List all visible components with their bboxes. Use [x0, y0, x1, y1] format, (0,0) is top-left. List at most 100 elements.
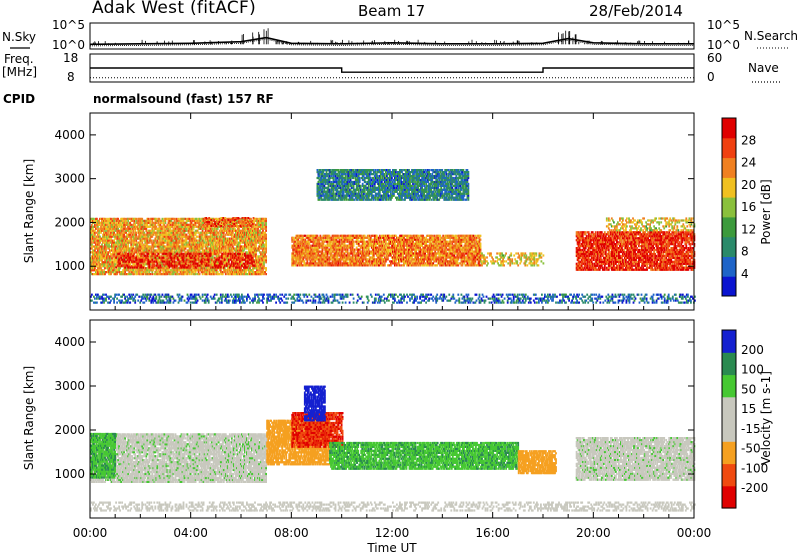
- scatter-cell: [304, 248, 307, 251]
- scatter-cell: [201, 263, 204, 266]
- scatter-cell: [237, 227, 239, 230]
- scatter-cell: [322, 244, 325, 247]
- scatter-cell: [233, 218, 236, 222]
- scatter-cell: [115, 271, 117, 274]
- scatter-cell: [169, 252, 172, 255]
- scatter-cell: [219, 249, 222, 252]
- scatter-cell: [311, 260, 314, 263]
- scatter-cell: [130, 241, 133, 244]
- scatter-cell: [124, 271, 126, 274]
- scatter-cell: [139, 245, 142, 248]
- scatter-cell: [115, 225, 117, 228]
- scatter-cell: [259, 273, 261, 276]
- scatter-cell: [215, 233, 218, 236]
- scatter-cell: [194, 262, 197, 265]
- scatter-cell: [90, 271, 92, 274]
- scatter-cell: [119, 241, 121, 244]
- scatter-cell: [168, 259, 171, 262]
- scatter-cell: [182, 266, 185, 269]
- scatter-cell: [248, 256, 250, 259]
- scatter-cell: [103, 263, 105, 266]
- scatter-cell: [182, 249, 185, 252]
- scatter-cell: [156, 249, 159, 252]
- scatter-cell: [211, 239, 214, 242]
- scatter-cell: [261, 233, 263, 236]
- scatter-cell: [119, 235, 121, 238]
- scatter-cell: [201, 269, 204, 272]
- scatter-cell: [129, 233, 132, 236]
- scatter-cell: [178, 225, 181, 228]
- scatter-cell: [231, 245, 234, 248]
- scatter-cell: [123, 253, 125, 256]
- scatter-cell: [128, 247, 131, 250]
- scatter-cell: [302, 246, 305, 249]
- scatter-cell: [171, 271, 174, 274]
- scatter-cell: [141, 221, 144, 224]
- scatter-cell: [136, 225, 139, 228]
- scatter-cell: [153, 260, 156, 263]
- scatter-cell: [307, 252, 310, 255]
- scatter-cell: [192, 231, 195, 234]
- scatter-cell: [224, 257, 227, 260]
- scatter-cell: [308, 236, 311, 239]
- scatter-cell: [324, 262, 327, 265]
- scatter-cell: [314, 248, 317, 251]
- scatter-cell: [293, 244, 296, 247]
- scatter-cell: [186, 271, 189, 274]
- scatter-cell: [127, 247, 129, 250]
- scatter-cell: [262, 221, 264, 224]
- scatter-cell: [213, 247, 216, 250]
- scatter-cell: [110, 273, 112, 276]
- scatter-cell: [228, 266, 231, 269]
- scatter-cell: [319, 244, 322, 247]
- scatter-cell: [242, 249, 244, 252]
- scatter-cell: [155, 271, 158, 274]
- scatter-cell: [108, 257, 110, 260]
- scatter-cell: [240, 249, 242, 252]
- scatter-cell: [140, 263, 143, 266]
- scatter-cell: [211, 217, 214, 220]
- scatter-cell: [257, 237, 259, 240]
- scatter-cell: [237, 245, 239, 248]
- scatter-cell: [293, 256, 296, 259]
- scatter-cell: [217, 233, 220, 236]
- scatter-cell: [222, 235, 225, 238]
- scatter-cell: [150, 235, 153, 238]
- scatter-cell: [241, 219, 243, 222]
- scatter-cell: [291, 256, 294, 259]
- scatter-cell: [302, 238, 305, 241]
- scatter-cell: [213, 252, 216, 255]
- scatter-cell: [204, 235, 207, 238]
- scatter-cell: [101, 251, 103, 254]
- scatter-cell: [301, 250, 304, 253]
- scatter-cell: [294, 254, 297, 257]
- scatter-cell: [162, 256, 165, 259]
- scatter-cell: [154, 219, 157, 222]
- scatter-cell: [155, 255, 158, 258]
- scatter-cell: [216, 266, 219, 269]
- scatter-cell: [161, 252, 164, 255]
- scatter-cell: [135, 266, 138, 269]
- scatter-cell: [226, 231, 229, 234]
- scatter-cell: [147, 269, 150, 272]
- scatter-cell: [210, 229, 213, 232]
- scatter-cell: [151, 227, 154, 230]
- scatter-cell: [160, 243, 163, 246]
- scatter-cell: [262, 269, 264, 272]
- scatter-cell: [292, 236, 295, 239]
- scatter-cell: [120, 225, 122, 228]
- scatter-cell: [252, 267, 254, 270]
- scatter-cell: [104, 245, 106, 248]
- scatter-cell: [171, 247, 174, 250]
- scatter-cell: [108, 227, 110, 230]
- scatter-cell: [227, 257, 230, 260]
- scatter-cell: [114, 247, 116, 250]
- scatter-cell: [253, 251, 255, 254]
- scatter-cell: [149, 259, 152, 262]
- scatter-cell: [173, 264, 176, 267]
- scatter-cell: [96, 269, 98, 272]
- scatter-cell: [132, 269, 135, 272]
- scatter-cell: [240, 269, 242, 272]
- scatter-cell: [149, 219, 152, 222]
- scatter-cell: [136, 245, 139, 248]
